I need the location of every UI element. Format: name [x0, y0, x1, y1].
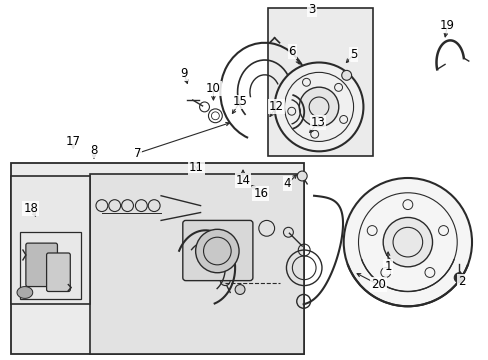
Circle shape — [453, 273, 463, 283]
Bar — [11, 176, 90, 304]
Text: 7: 7 — [133, 147, 141, 160]
Text: 8: 8 — [90, 144, 98, 157]
Text: 17: 17 — [65, 135, 81, 148]
Text: 20: 20 — [370, 278, 385, 291]
FancyBboxPatch shape — [183, 220, 252, 281]
Text: 10: 10 — [205, 82, 221, 95]
Circle shape — [195, 229, 239, 273]
Bar — [267, 8, 372, 156]
Text: 5: 5 — [349, 48, 357, 61]
Text: 19: 19 — [439, 19, 454, 32]
Text: 12: 12 — [268, 100, 284, 113]
FancyBboxPatch shape — [26, 243, 57, 287]
Circle shape — [220, 276, 230, 285]
Polygon shape — [17, 287, 33, 298]
Text: 16: 16 — [253, 187, 268, 200]
Text: 18: 18 — [23, 202, 38, 215]
Text: 15: 15 — [232, 95, 247, 108]
Text: 1: 1 — [384, 260, 391, 273]
Circle shape — [274, 63, 363, 151]
Circle shape — [299, 87, 338, 127]
Bar — [20, 232, 81, 300]
Text: 11: 11 — [189, 161, 203, 174]
Bar — [90, 174, 304, 354]
Circle shape — [297, 171, 306, 181]
Text: 13: 13 — [310, 116, 325, 129]
Bar — [11, 163, 304, 354]
Circle shape — [343, 178, 471, 306]
Text: 2: 2 — [457, 275, 465, 288]
Text: 3: 3 — [308, 3, 315, 16]
Text: 4: 4 — [283, 177, 290, 190]
FancyBboxPatch shape — [46, 253, 70, 292]
Circle shape — [383, 217, 432, 267]
Text: 14: 14 — [235, 175, 250, 188]
Circle shape — [235, 285, 244, 294]
Text: 9: 9 — [180, 67, 187, 80]
Circle shape — [341, 71, 351, 80]
Text: 6: 6 — [288, 45, 296, 58]
